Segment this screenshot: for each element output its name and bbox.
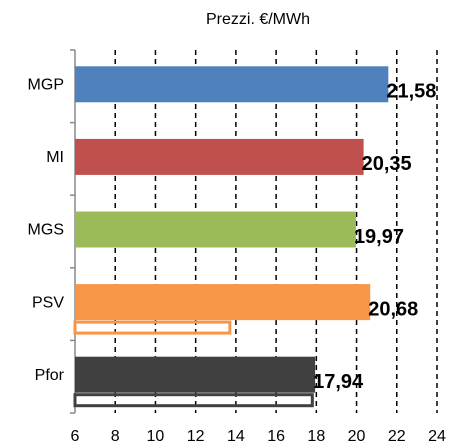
- bar: [75, 284, 371, 321]
- x-tick-label: 24: [428, 428, 446, 445]
- x-tick-label: 12: [187, 428, 205, 445]
- value-label: 21,58: [386, 81, 436, 103]
- y-tick-label: MI: [46, 149, 64, 166]
- x-tick-label: 16: [267, 428, 285, 445]
- value-label: 17,94: [313, 371, 364, 393]
- value-label: 20,35: [362, 153, 412, 175]
- bar: [75, 356, 316, 393]
- y-tick-label: Pfor: [35, 367, 65, 384]
- x-tick-label: 10: [147, 428, 165, 445]
- x-tick-label: 14: [227, 428, 245, 445]
- value-label: 20,68: [368, 298, 418, 320]
- x-tick-label: 22: [388, 428, 406, 445]
- x-tick-label: 8: [111, 428, 120, 445]
- bar: [75, 211, 356, 248]
- bar: [75, 138, 364, 175]
- bar-outline: [73, 393, 314, 408]
- bar: [75, 66, 389, 103]
- bar-outline: [73, 320, 232, 335]
- y-tick-label: MGS: [28, 222, 64, 239]
- x-tick-label: 20: [348, 428, 366, 445]
- value-label: 19,97: [354, 226, 404, 248]
- y-tick-label: PSV: [32, 294, 64, 311]
- chart-title: Prezzi. €/MWh: [206, 11, 310, 28]
- x-tick-label: 6: [71, 428, 80, 445]
- y-tick-label: MGP: [28, 77, 64, 94]
- x-tick-label: 18: [307, 428, 325, 445]
